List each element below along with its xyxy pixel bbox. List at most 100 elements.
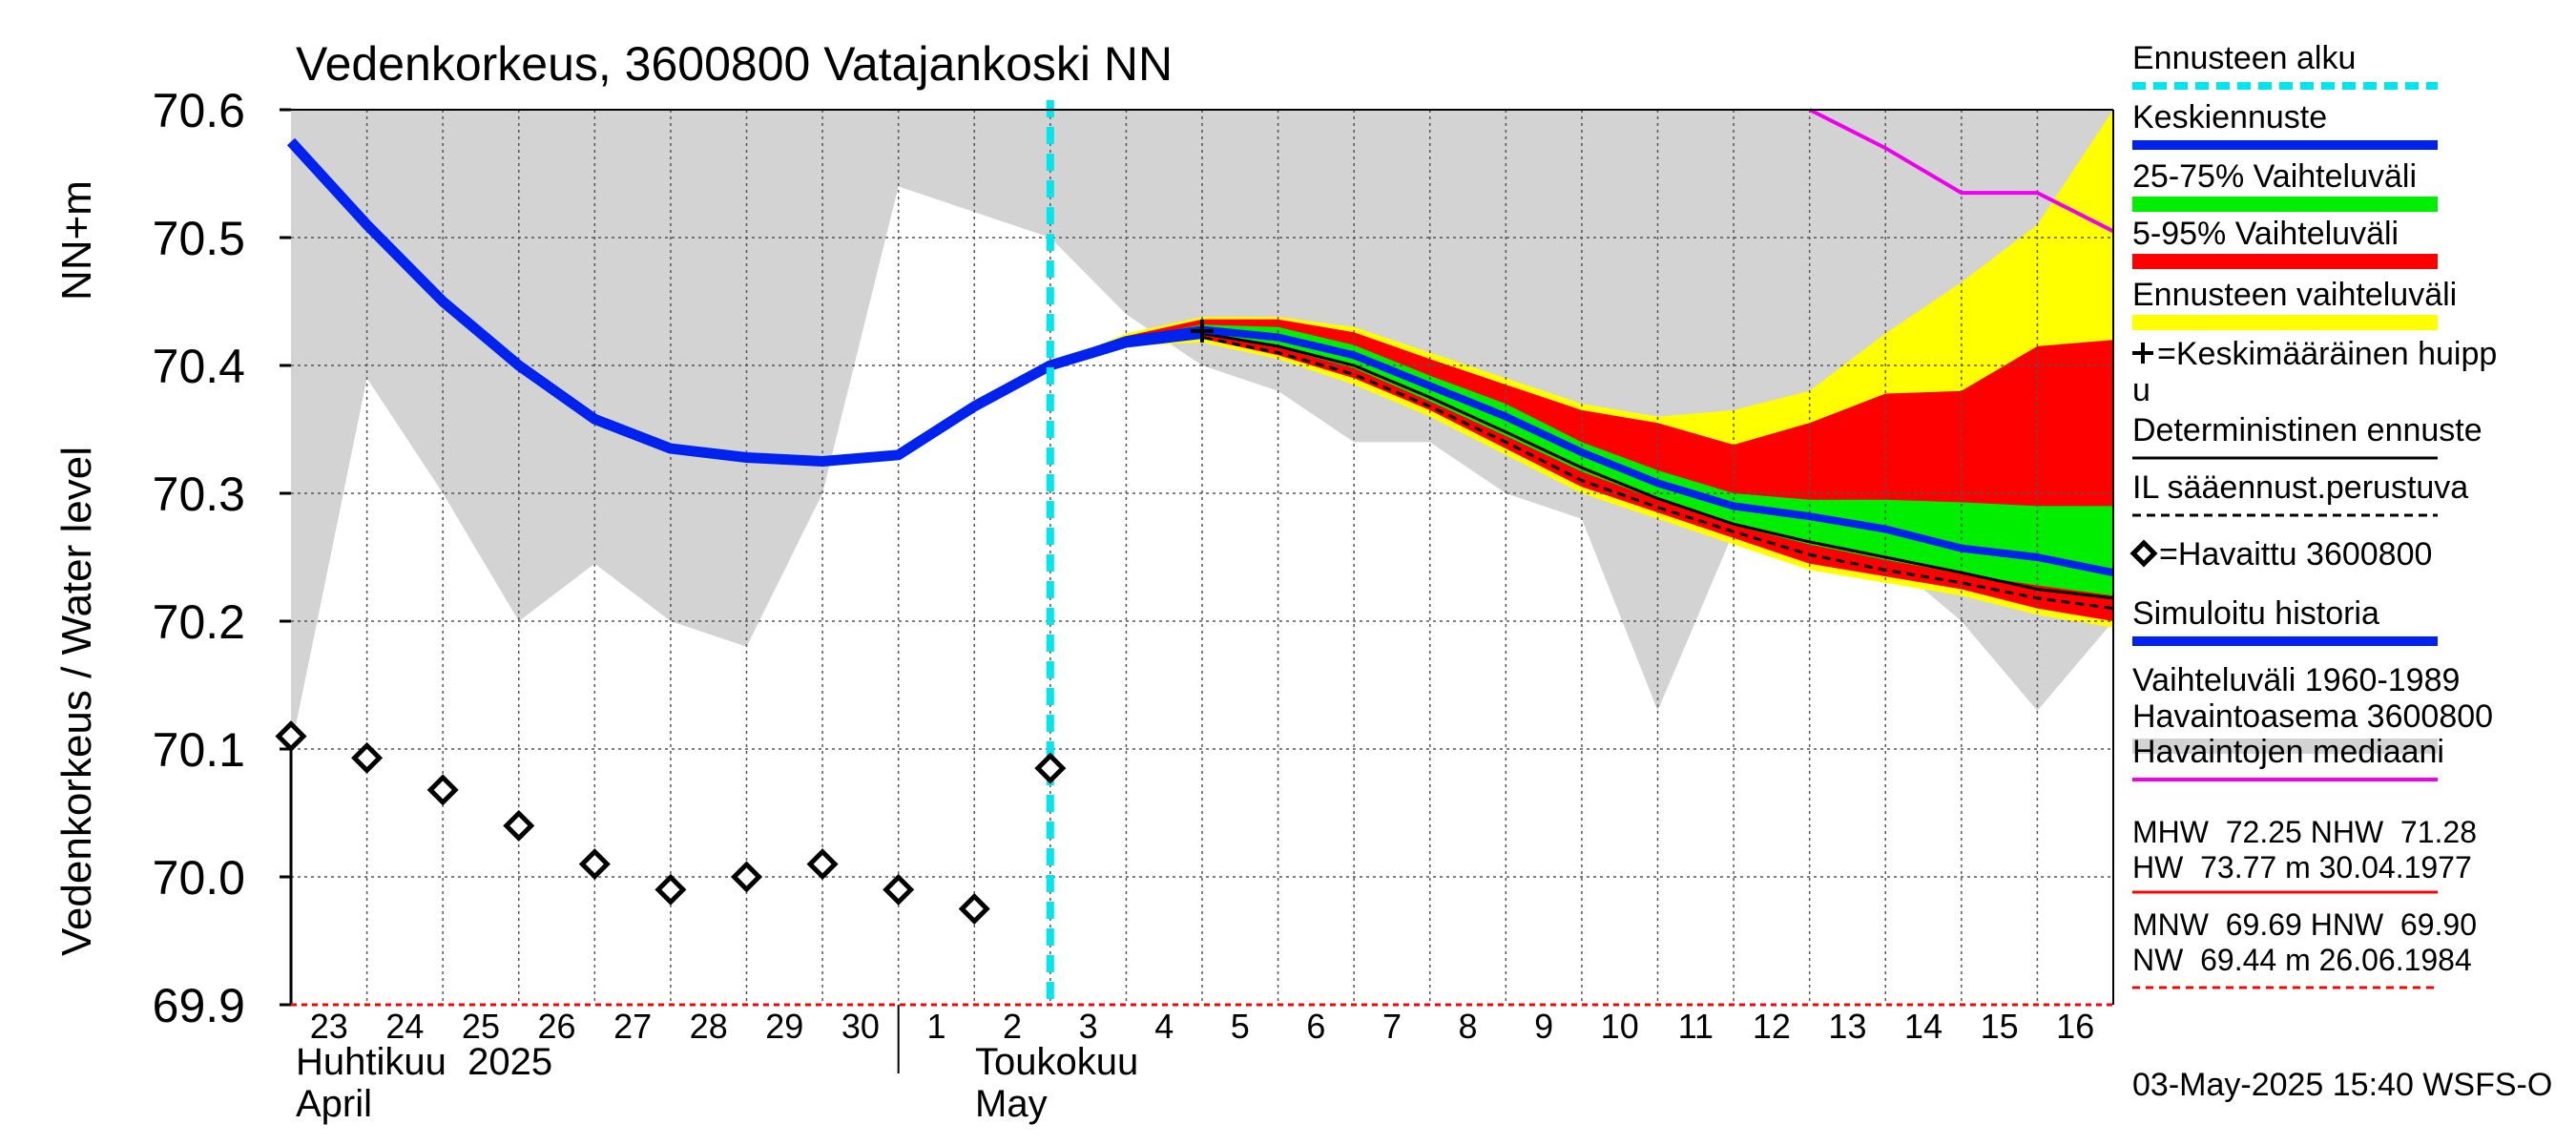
x-day-label: 4 (1154, 1007, 1174, 1046)
legend-label: Ennusteen alku (2132, 40, 2356, 76)
plot-grid (291, 110, 2113, 1005)
plot-bands (291, 110, 2113, 749)
y-tick-label: 70.1 (153, 723, 245, 777)
legend-item-mean_forecast: Keskiennuste (2132, 99, 2438, 150)
observed-point (1034, 752, 1067, 784)
legend-label: Vaihteluväli 1960-1989 (2132, 662, 2460, 698)
legend-diamond (2129, 539, 2158, 568)
legend-label: =Keskimääräinen huipp (2157, 336, 2497, 372)
y-tick-label: 70.4 (153, 340, 245, 393)
range-25-75-band (1049, 324, 2113, 596)
observed-point (275, 720, 307, 753)
y-tick-label: 69.9 (153, 979, 245, 1032)
x-day-label: 28 (690, 1007, 728, 1046)
legend-item-il_forecast: IL sääennust.perustuva (2132, 469, 2468, 517)
legend-label: =Havaittu 3600800 (2159, 536, 2432, 572)
stats-high-line-1: MHW 72.25 NHW 71.28 (2132, 815, 2477, 849)
mean-peak-marker (1191, 319, 1214, 343)
x-day-label: 25 (462, 1007, 500, 1046)
observed-point (730, 861, 763, 893)
y-tick-label: 70.2 (153, 595, 245, 649)
legend-item-range_25_75: 25-75% Vaihteluväli (2132, 158, 2438, 212)
mean-forecast-line (1049, 325, 2114, 577)
y-tick-label: 70.3 (153, 468, 245, 521)
y-axis-ticks: 70.6 70.5 70.4 70.3 70.2 70.1 70.0 69.9 (153, 84, 291, 1032)
x-day-label: 16 (2056, 1007, 2094, 1046)
observed-point (426, 774, 459, 806)
legend-label: Simuloitu historia (2132, 595, 2379, 632)
x-day-label: 9 (1534, 1007, 1553, 1046)
hist-range-band (291, 110, 2113, 749)
legend-label: IL sääennust.perustuva (2132, 469, 2468, 506)
legend-item-range_5_95: 5-95% Vaihteluväli (2132, 216, 2438, 269)
month-label-en-april: April (296, 1083, 372, 1125)
legend-label: Ennusteen vaihteluväli (2132, 277, 2457, 313)
observed-point (958, 892, 990, 926)
legend-swatch (2132, 254, 2438, 269)
month-label-fi-may: Toukokuu (975, 1041, 1138, 1083)
y-tick-label: 70.6 (153, 84, 245, 137)
y-tick-label: 70.5 (153, 212, 245, 265)
x-day-label: 12 (1753, 1007, 1791, 1046)
x-day-label: 29 (765, 1007, 803, 1046)
deterministic-line (1049, 331, 2114, 600)
legend-item-forecast_start: Ennusteen alku (2132, 40, 2438, 90)
legend-swatch (2132, 739, 2438, 754)
legend: Ennusteen alku Keskiennuste 25-75% Vaihtel… (2129, 40, 2497, 781)
x-day-label: 5 (1231, 1007, 1250, 1046)
observation-median-line (1808, 108, 2114, 234)
legend-label-cont: u (2132, 372, 2150, 408)
x-axis-ticks: 23 24 25 26 27 28 29 30 1 2 3 4 5 6 7 8 9 10 11 12 13 14 15 16 (310, 1005, 2094, 1073)
x-day-label: 6 (1306, 1007, 1325, 1046)
observed-point (578, 848, 611, 881)
observed-point (654, 873, 687, 906)
observed-point (351, 741, 384, 774)
legend-label: Deterministinen ennuste (2132, 412, 2483, 448)
legend-label: Havaintojen mediaani (2132, 734, 2444, 770)
x-day-label: 24 (385, 1007, 424, 1046)
month-label-fi-april: Huhtikuu 2025 (296, 1041, 552, 1083)
x-day-label: 11 (1678, 1007, 1714, 1046)
legend-item-observed: =Havaittu 3600800 (2129, 536, 2432, 572)
chart-title: Vedenkorkeus, 3600800 Vatajankoski NN (296, 37, 1173, 91)
x-day-label: 26 (538, 1007, 576, 1046)
x-day-label: 8 (1459, 1007, 1478, 1046)
x-day-label: 23 (310, 1007, 348, 1046)
month-label-en-may: May (975, 1083, 1048, 1125)
x-day-label: 14 (1904, 1007, 1942, 1046)
stats-high-line-2: HW 73.77 m 30.04.1977 (2132, 850, 2472, 885)
legend-item-sim_history: Simuloitu historia (2132, 595, 2438, 646)
x-day-label: 13 (1828, 1007, 1866, 1046)
legend-item-deterministic: Deterministinen ennuste (2132, 412, 2483, 460)
x-day-label: 27 (613, 1007, 652, 1046)
observed-point (503, 809, 535, 842)
y-tick-label: 70.0 (153, 851, 245, 905)
observed-point (806, 848, 839, 881)
legend-label-cont: Havaintoasema 3600800 (2132, 698, 2493, 735)
legend-item-forecast_range: Ennusteen vaihteluväli (2132, 277, 2457, 330)
legend-item-hist_range: Vaihteluväli 1960-1989 Havaintoasema 360… (2132, 662, 2493, 754)
legend-swatch (2132, 315, 2438, 330)
il-forecast-line (1049, 335, 2114, 611)
legend-item-obs_median: Havaintojen mediaani (2132, 734, 2444, 781)
stats-low-line-1: MNW 69.69 HNW 69.90 (2132, 907, 2477, 942)
plot-lines (275, 100, 2114, 1005)
observed-point (883, 873, 915, 906)
x-day-label: 2 (1003, 1007, 1022, 1046)
x-day-label: 30 (841, 1007, 880, 1046)
legend-label: 25-75% Vaihteluväli (2132, 158, 2417, 195)
legend-swatch (2132, 197, 2438, 212)
x-day-label: 3 (1079, 1007, 1098, 1046)
x-day-label: 1 (926, 1007, 945, 1046)
y-axis-unit: NN+m (53, 180, 100, 301)
x-day-label: 7 (1382, 1007, 1402, 1046)
x-day-label: 10 (1601, 1007, 1639, 1046)
x-day-label: 15 (1981, 1007, 2019, 1046)
stats-low-line-2: NW 69.44 m 26.06.1984 (2132, 943, 2472, 977)
timestamp: 03-May-2025 15:40 WSFS-O (2132, 1067, 2552, 1103)
y-axis-label: Vedenkorkeus / Water level (53, 447, 100, 956)
legend-label: 5-95% Vaihteluväli (2132, 216, 2399, 252)
legend-label: Keskiennuste (2132, 99, 2327, 135)
